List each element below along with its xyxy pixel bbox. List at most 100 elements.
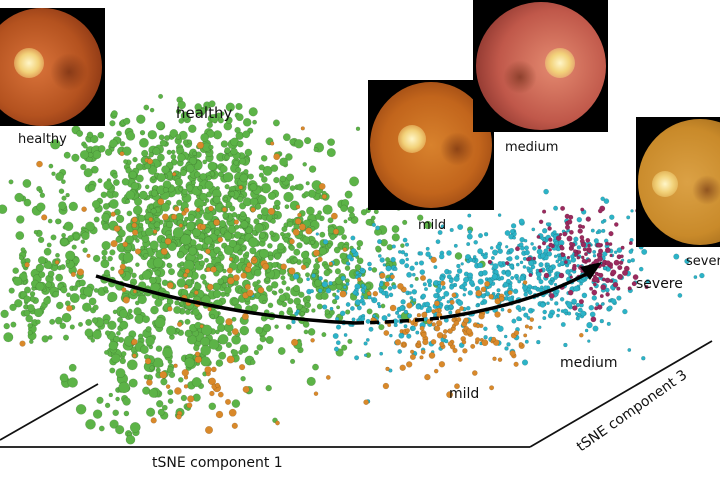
point-medium — [377, 239, 383, 245]
point-severe — [564, 213, 570, 219]
point-medium — [467, 290, 473, 296]
point-healthy — [48, 163, 54, 169]
point-healthy — [36, 202, 46, 212]
point-medium — [497, 213, 502, 217]
point-mild — [428, 352, 436, 359]
point-healthy — [152, 257, 164, 268]
point-healthy — [128, 314, 134, 320]
point-medium — [440, 224, 445, 229]
point-mild — [434, 325, 441, 332]
point-healthy — [68, 201, 79, 212]
point-mild — [227, 277, 235, 285]
point-medium — [391, 284, 397, 290]
point-medium — [420, 293, 427, 299]
point-healthy — [371, 267, 378, 273]
point-medium — [295, 309, 300, 314]
point-healthy — [135, 174, 144, 183]
point-mild — [172, 172, 177, 177]
point-healthy — [135, 262, 140, 268]
point-medium — [333, 346, 339, 352]
point-medium — [556, 313, 560, 318]
point-healthy — [115, 396, 120, 402]
point-medium — [571, 298, 577, 305]
point-healthy — [193, 344, 200, 352]
point-medium — [509, 264, 514, 270]
point-severe — [580, 255, 585, 260]
point-mild — [196, 141, 205, 149]
axes-frame — [0, 340, 713, 448]
point-healthy — [223, 244, 234, 256]
point-healthy — [79, 150, 90, 160]
point-severe — [612, 281, 619, 288]
point-medium — [514, 255, 520, 261]
point-medium — [437, 284, 442, 289]
point-healthy — [244, 251, 250, 257]
point-mild — [209, 390, 215, 397]
point-mild — [292, 228, 300, 236]
point-medium — [389, 333, 393, 338]
point-medium — [627, 348, 632, 352]
point-medium — [340, 275, 346, 281]
point-mild — [481, 339, 489, 347]
point-healthy — [144, 162, 151, 170]
point-healthy — [177, 100, 186, 110]
point-healthy — [130, 182, 139, 191]
point-healthy — [262, 299, 267, 305]
point-mild — [132, 289, 137, 294]
point-healthy — [61, 232, 66, 238]
point-healthy — [248, 107, 258, 117]
point-healthy — [293, 297, 302, 306]
point-medium — [628, 249, 634, 254]
point-healthy — [63, 151, 71, 159]
point-healthy — [319, 231, 326, 238]
point-medium — [543, 188, 549, 195]
point-severe — [581, 258, 587, 264]
point-medium — [536, 271, 542, 278]
point-mild — [205, 267, 211, 273]
point-mild — [239, 364, 246, 371]
trajectory-arrow — [95, 262, 602, 325]
point-severe — [608, 231, 614, 237]
point-healthy — [360, 209, 368, 216]
point-healthy — [349, 176, 360, 187]
point-medium — [570, 254, 575, 259]
point-healthy — [150, 189, 158, 197]
point-healthy — [112, 409, 119, 417]
point-healthy — [267, 302, 274, 309]
point-healthy — [249, 359, 256, 366]
point-healthy — [237, 249, 243, 256]
point-medium — [325, 287, 332, 294]
point-healthy — [65, 259, 70, 264]
point-medium — [463, 276, 470, 283]
cluster-label-severe: severe — [636, 276, 683, 292]
point-healthy — [160, 202, 170, 212]
point-medium — [556, 253, 561, 257]
point-healthy — [132, 205, 143, 215]
point-healthy — [365, 218, 373, 226]
point-mild — [497, 357, 503, 363]
point-healthy — [109, 249, 116, 256]
point-healthy — [245, 226, 253, 235]
point-healthy — [237, 349, 243, 355]
point-healthy — [259, 248, 269, 259]
point-healthy — [312, 363, 319, 371]
point-mild — [478, 313, 485, 320]
point-healthy — [219, 164, 228, 173]
point-healthy — [292, 257, 298, 263]
point-severe — [558, 272, 565, 279]
point-mild — [173, 363, 178, 368]
point-medium — [518, 242, 524, 248]
point-severe — [559, 245, 565, 251]
point-healthy — [281, 226, 288, 233]
point-healthy — [233, 159, 239, 166]
point-healthy — [46, 242, 52, 248]
point-healthy — [123, 117, 131, 125]
point-mild — [215, 410, 224, 419]
point-healthy — [24, 286, 32, 294]
point-medium — [546, 251, 553, 257]
point-mild — [494, 298, 501, 305]
point-medium — [424, 301, 431, 308]
point-healthy — [256, 213, 263, 220]
point-healthy — [417, 214, 424, 221]
point-mild — [131, 216, 138, 223]
